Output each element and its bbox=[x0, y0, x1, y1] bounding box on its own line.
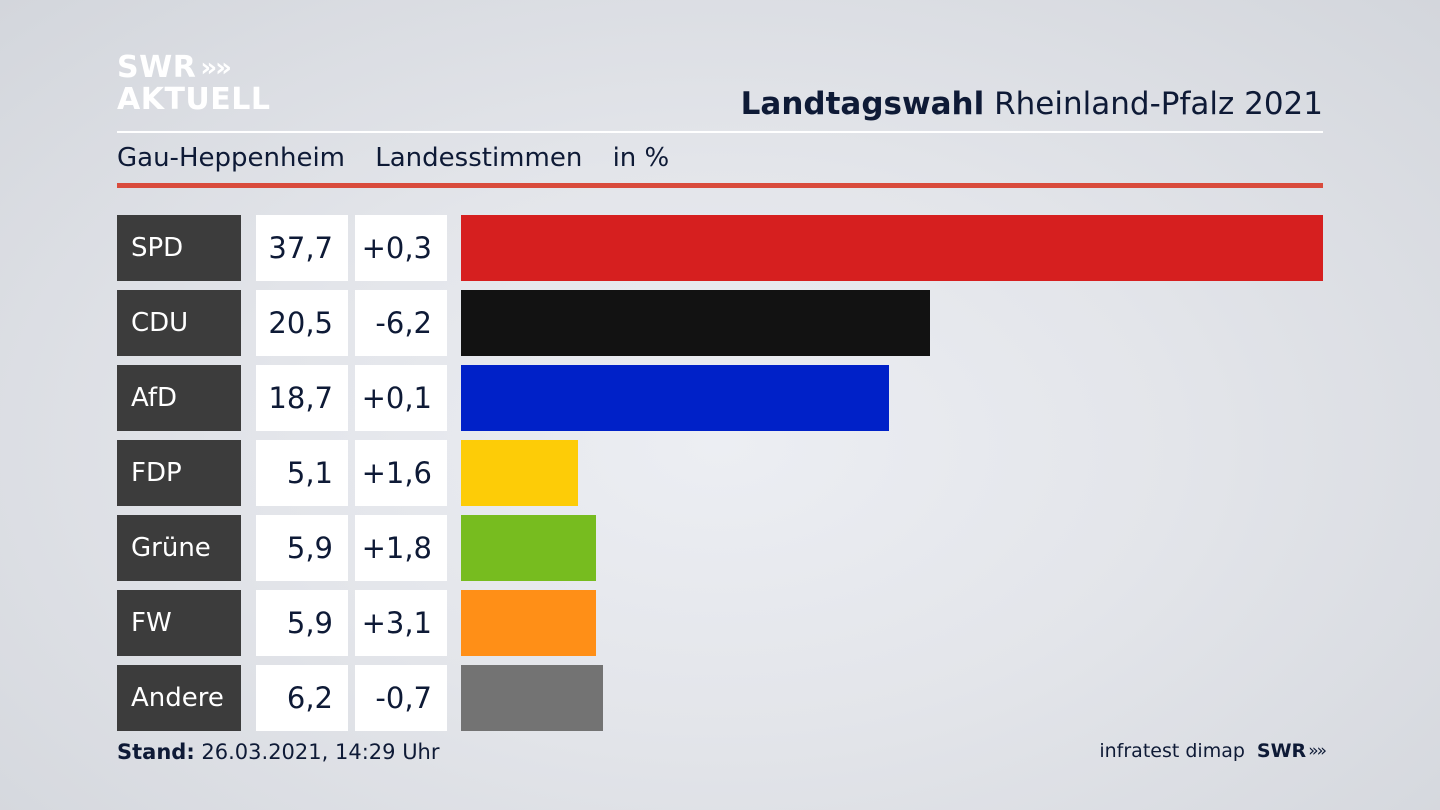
title-rest: Rheinland-Pfalz 2021 bbox=[994, 86, 1323, 122]
double-chevron-icon: » bbox=[1316, 741, 1328, 761]
bar-track bbox=[461, 215, 1323, 281]
bar-track bbox=[461, 290, 1323, 356]
party-label: Grüne bbox=[117, 515, 241, 581]
timestamp: Stand: 26.03.2021, 14:29 Uhr bbox=[117, 740, 440, 764]
party-label: CDU bbox=[117, 290, 241, 356]
chart-row: Grüne 5,9 +1,8 bbox=[117, 515, 1323, 581]
bar-track bbox=[461, 515, 1323, 581]
party-label: SPD bbox=[117, 215, 241, 281]
chart-subtitle: Gau-Heppenheim Landesstimmen in % bbox=[117, 143, 691, 173]
value-label: 5,9 bbox=[256, 590, 348, 656]
chart-row: SPD 37,7 +0,3 bbox=[117, 215, 1323, 281]
logo-line1: SWR bbox=[117, 50, 197, 85]
party-label: Andere bbox=[117, 665, 241, 731]
result-bar bbox=[461, 215, 1323, 281]
chart-row: Andere 6,2 -0,7 bbox=[117, 665, 1323, 731]
chart-row: AfD 18,7 +0,1 bbox=[117, 365, 1323, 431]
value-label: 37,7 bbox=[256, 215, 348, 281]
value-label: 6,2 bbox=[256, 665, 348, 731]
logo-line2: AKTUELL bbox=[117, 82, 271, 117]
accent-rule bbox=[117, 183, 1323, 188]
bar-track bbox=[461, 365, 1323, 431]
change-label: -6,2 bbox=[355, 290, 447, 356]
result-bar bbox=[461, 515, 596, 581]
stand-value: 26.03.2021, 14:29 Uhr bbox=[201, 740, 440, 764]
source-credit: infratest dimap SWR »» bbox=[1099, 740, 1328, 762]
header-divider bbox=[117, 131, 1323, 133]
source-name: infratest dimap bbox=[1099, 740, 1245, 762]
result-bar bbox=[461, 665, 603, 731]
bar-track bbox=[461, 590, 1323, 656]
subtitle-type: Landesstimmen bbox=[375, 143, 583, 173]
subtitle-unit: in % bbox=[612, 143, 670, 173]
change-label: +1,6 bbox=[355, 440, 447, 506]
value-label: 20,5 bbox=[256, 290, 348, 356]
bar-track bbox=[461, 440, 1323, 506]
double-chevron-icon: » bbox=[200, 53, 217, 83]
chart-row: CDU 20,5 -6,2 bbox=[117, 290, 1323, 356]
value-label: 18,7 bbox=[256, 365, 348, 431]
double-chevron-icon: » bbox=[215, 53, 232, 83]
stand-label: Stand: bbox=[117, 740, 195, 764]
party-label: FDP bbox=[117, 440, 241, 506]
change-label: +3,1 bbox=[355, 590, 447, 656]
change-label: +0,1 bbox=[355, 365, 447, 431]
result-bar bbox=[461, 440, 578, 506]
chart-row: FW 5,9 +3,1 bbox=[117, 590, 1323, 656]
party-label: AfD bbox=[117, 365, 241, 431]
chart-title: Landtagswahl Rheinland-Pfalz 2021 bbox=[741, 86, 1323, 122]
change-label: +1,8 bbox=[355, 515, 447, 581]
value-label: 5,1 bbox=[256, 440, 348, 506]
change-label: -0,7 bbox=[355, 665, 447, 731]
party-label: FW bbox=[117, 590, 241, 656]
brand-name: SWR bbox=[1256, 740, 1307, 762]
change-label: +0,3 bbox=[355, 215, 447, 281]
result-bar bbox=[461, 365, 889, 431]
double-chevron-icon: » bbox=[1308, 741, 1319, 761]
value-label: 5,9 bbox=[256, 515, 348, 581]
chart-row: FDP 5,1 +1,6 bbox=[117, 440, 1323, 506]
result-bar bbox=[461, 590, 596, 656]
title-bold: Landtagswahl bbox=[740, 86, 985, 122]
bar-track bbox=[461, 665, 1323, 731]
result-bar bbox=[461, 290, 930, 356]
subtitle-place: Gau-Heppenheim bbox=[117, 143, 345, 173]
swr-aktuell-logo: SWR»» AKTUELL bbox=[117, 52, 271, 116]
